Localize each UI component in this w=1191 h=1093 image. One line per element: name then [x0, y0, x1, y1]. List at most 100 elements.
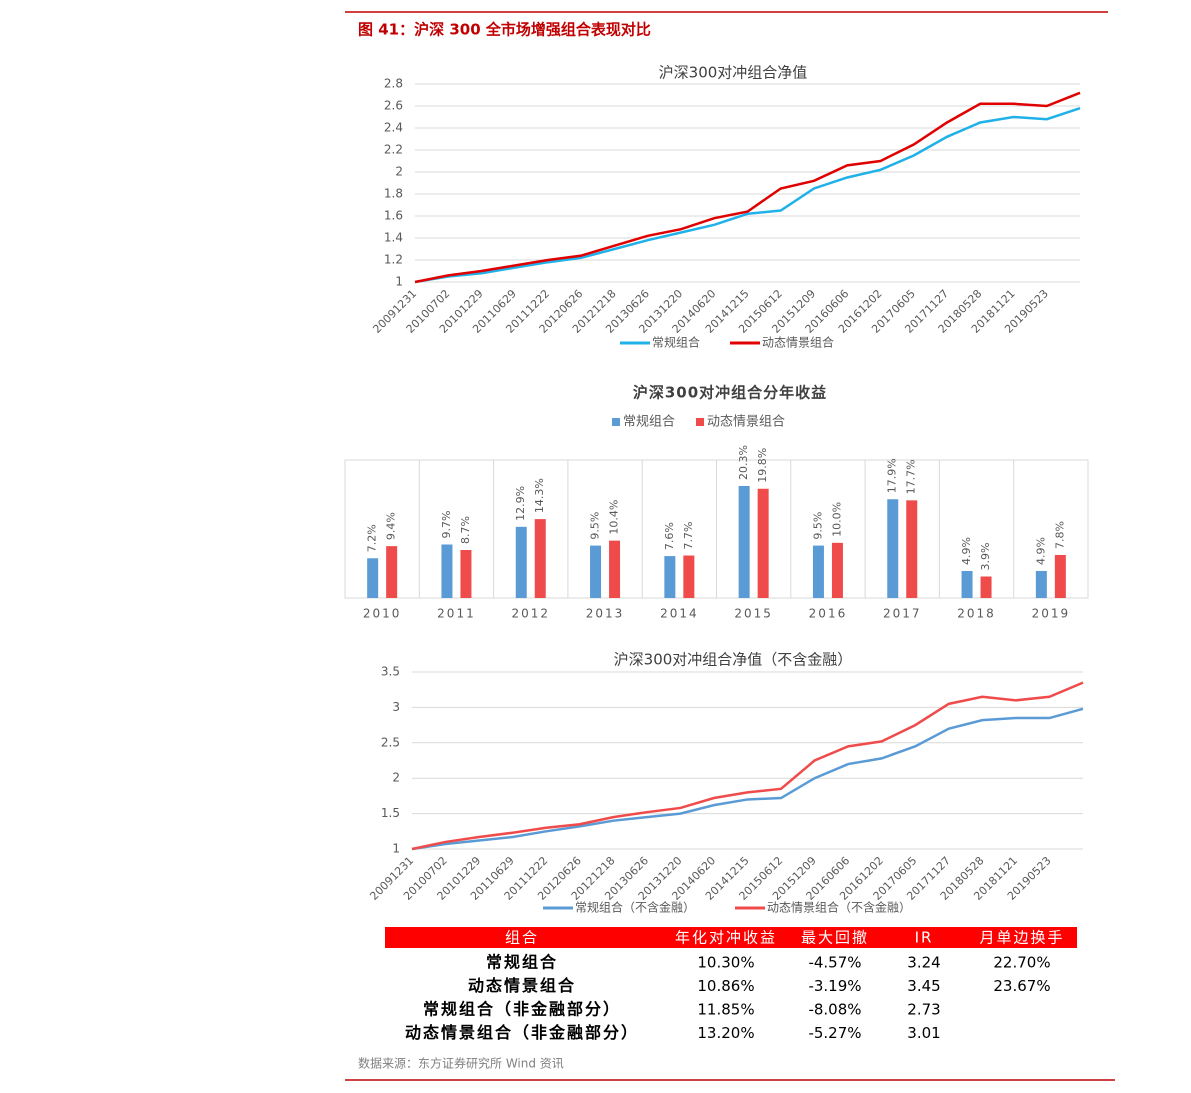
data-line [414, 91, 1081, 284]
bar [386, 546, 398, 598]
value-label: 19.8% [756, 448, 769, 483]
y-tick-label: 1.6 [384, 209, 403, 223]
legend-label: 常规组合（不含金融） [575, 900, 695, 915]
bar [441, 544, 453, 598]
y-tick-label: 3 [392, 700, 400, 714]
bar [887, 499, 899, 598]
legend-label: 动态情景组合 [762, 335, 834, 350]
legend-label: 动态情景组合 [707, 415, 785, 430]
y-tick-label: 1.4 [384, 231, 403, 245]
value-label: 12.9% [514, 486, 527, 521]
data-line [414, 107, 1081, 284]
table-cell: -8.08% [808, 1001, 861, 1019]
table-cell: 2.73 [907, 1001, 940, 1019]
bar [812, 545, 824, 598]
value-label: 20.3% [737, 445, 750, 480]
y-tick-label: 1.8 [384, 187, 403, 201]
table-cell: -5.27% [808, 1024, 861, 1042]
value-label: 9.5% [589, 512, 602, 540]
table-header-bg [385, 927, 1077, 948]
source: 数据来源：东方证券研究所 Wind 资讯 [358, 1056, 564, 1071]
table-cell: 常规组合（非金融部分） [423, 1000, 621, 1019]
x-tick-label: 2010 [363, 607, 402, 621]
table-header-cell: 组合 [505, 929, 539, 947]
x-tick-label: 2015 [734, 607, 773, 621]
bar [460, 550, 472, 598]
x-tick-label: 2018 [957, 607, 996, 621]
bar [980, 576, 992, 598]
x-tick-label: 2012 [511, 607, 550, 621]
table-header-cell: 年化对冲收益 [675, 929, 777, 947]
bar [738, 486, 750, 598]
figure-title: 图 41：沪深 300 全市场增强组合表现对比 [358, 21, 651, 39]
y-tick-label: 1.5 [381, 806, 400, 820]
bar [534, 519, 546, 598]
bar [664, 556, 676, 598]
data-line [411, 707, 1084, 851]
y-tick-label: 2.4 [384, 121, 403, 135]
table-cell: 23.67% [993, 977, 1050, 995]
legend-label: 动态情景组合（不含金融） [767, 900, 911, 915]
bar [757, 488, 769, 598]
value-label: 8.7% [459, 516, 472, 544]
bar [1035, 570, 1047, 598]
table-cell: 常规组合 [486, 953, 558, 972]
table-header-cell: IR [915, 929, 934, 947]
value-label: 3.9% [979, 543, 992, 571]
chart-title: 沪深300对冲组合分年收益 [633, 384, 827, 402]
y-tick-label: 2.8 [384, 77, 403, 91]
bar [590, 545, 602, 598]
x-tick-label: 2016 [809, 607, 848, 621]
table-cell: 动态情景组合 [468, 976, 576, 995]
value-label: 4.9% [1034, 537, 1047, 565]
bar [1054, 554, 1066, 598]
table-cell: 22.70% [993, 954, 1050, 972]
table-cell: 动态情景组合（非金融部分） [405, 1023, 639, 1042]
y-tick-label: 2 [395, 165, 403, 179]
x-tick-label: 2013 [586, 607, 625, 621]
bar [831, 542, 843, 598]
legend-swatch [696, 418, 704, 426]
chart-title: 沪深300对冲组合净值（不含金融） [614, 651, 853, 669]
value-label: 10.0% [830, 502, 843, 537]
y-tick-label: 3.5 [381, 665, 400, 679]
table-header-cell: 最大回撤 [801, 929, 869, 947]
table-header-cell: 月单边换手 [979, 929, 1064, 947]
value-label: 17.9% [886, 458, 899, 493]
legend-swatch [612, 418, 620, 426]
value-label: 7.7% [682, 522, 695, 550]
value-label: 17.7% [905, 459, 918, 494]
x-tick-label: 2019 [1032, 607, 1071, 621]
value-label: 9.7% [440, 511, 453, 539]
x-tick-label: 2017 [883, 607, 922, 621]
y-tick-label: 1 [395, 275, 403, 289]
y-tick-label: 2.5 [381, 735, 400, 749]
table-cell: 3.24 [907, 954, 940, 972]
x-tick-label: 2011 [437, 607, 476, 621]
y-tick-label: 2 [392, 771, 400, 785]
table-cell: 3.45 [907, 977, 940, 995]
bar [515, 526, 527, 598]
legend-label: 常规组合 [652, 335, 700, 350]
value-label: 7.8% [1053, 521, 1066, 549]
value-label: 10.4% [608, 500, 621, 535]
value-label: 14.3% [533, 478, 546, 513]
y-tick-label: 2.2 [384, 143, 403, 157]
y-tick-label: 1.2 [384, 253, 403, 267]
value-label: 7.2% [366, 524, 379, 552]
bar [906, 500, 918, 598]
value-label: 7.6% [663, 522, 676, 550]
chart-title: 沪深300对冲组合净值 [659, 64, 808, 82]
y-tick-label: 2.6 [384, 99, 403, 113]
bar [367, 558, 379, 598]
x-tick-label: 2014 [660, 607, 699, 621]
value-label: 9.4% [385, 512, 398, 540]
bar [609, 540, 621, 598]
table-cell: -3.19% [808, 977, 861, 995]
bar [961, 570, 973, 598]
data-line [411, 681, 1084, 851]
legend-label: 常规组合 [623, 415, 675, 430]
y-tick-label: 1 [392, 842, 400, 856]
table-cell: 3.01 [907, 1024, 940, 1042]
